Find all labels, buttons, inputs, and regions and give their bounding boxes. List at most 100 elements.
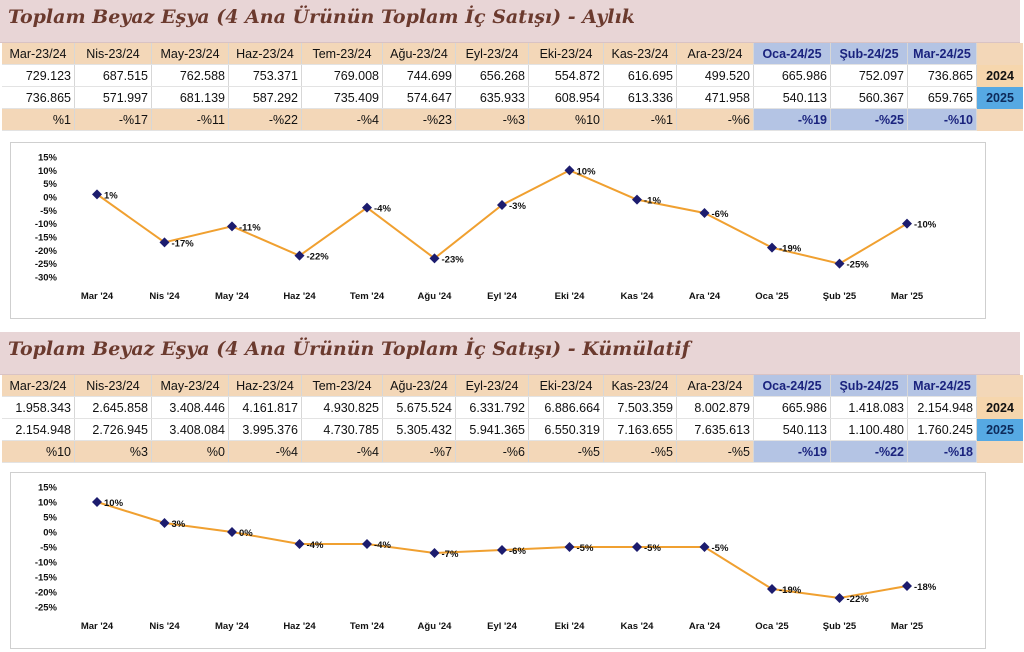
cumulative-value-2025-cell: 5.305.432 (382, 418, 456, 441)
cumulative-value-2025-cell: 3.408.084 (151, 418, 229, 441)
monthly-title: Toplam Beyaz Eşya (4 Ana Ürünün Toplam İ… (8, 6, 635, 28)
monthly-header-row: Mar-23/24 Nis-23/24 May-23/24 Haz-23/24 Tem-… (2, 43, 1023, 65)
x-tick-label: Kas '24 (621, 621, 655, 632)
x-tick-label: Haz '24 (283, 291, 316, 302)
data-label: -4% (374, 204, 391, 215)
x-tick-label: Eyl '24 (487, 291, 517, 302)
data-point-marker (227, 221, 237, 232)
monthly-pct-cell: -%25 (830, 108, 908, 131)
data-label: -3% (509, 201, 526, 212)
data-label: -11% (239, 222, 261, 233)
x-tick-label: Ara '24 (689, 291, 721, 302)
data-point-marker (159, 518, 170, 528)
cumulative-header-cell: May-23/24 (151, 375, 229, 397)
monthly-value-2025-cell: 574.647 (382, 86, 456, 109)
monthly-header-cell: Ara-23/24 (676, 43, 754, 65)
data-point-marker (902, 581, 912, 591)
monthly-title-bar: Toplam Beyaz Eşya (4 Ana Ürünün Toplam İ… (0, 0, 1020, 43)
y-tick-label: 5% (43, 179, 57, 190)
x-tick-label: Oca '25 (755, 291, 789, 302)
monthly-header-cell: Şub-24/25 (830, 43, 908, 65)
data-point-marker (834, 593, 845, 603)
data-label: -4% (374, 540, 391, 551)
cumulative-value-2024-cell: 4.161.817 (228, 396, 302, 419)
monthly-row-2025: 736.865 571.997 681.139 587.292 735.409 574.6… (2, 86, 1023, 109)
x-tick-label: Mar '24 (81, 621, 114, 632)
monthly-value-2024-cell: 752.097 (830, 64, 908, 87)
data-label: -5% (577, 543, 594, 554)
monthly-header-cell: Eyl-23/24 (455, 43, 529, 65)
x-tick-label: Oca '25 (755, 621, 789, 632)
data-label: -18% (914, 582, 937, 593)
cumulative-value-2024-cell: 8.002.879 (676, 396, 754, 419)
monthly-value-2024-cell: 499.520 (676, 64, 754, 87)
x-tick-label: Eki '24 (555, 291, 585, 302)
y-tick-label: 0% (43, 528, 57, 539)
year-badge-2024: 2024 (976, 64, 1023, 87)
cumulative-value-2024-cell: 2.154.948 (907, 396, 977, 419)
monthly-value-2024-cell: 616.695 (603, 64, 677, 87)
y-tick-label: -15% (35, 573, 58, 584)
data-point-marker (294, 539, 305, 549)
y-tick-label: 15% (38, 153, 58, 164)
cumulative-value-2024-cell: 3.408.446 (151, 396, 229, 419)
monthly-header-cell: Nis-23/24 (74, 43, 152, 65)
x-tick-label: Nis '24 (149, 291, 180, 302)
cumulative-header-cell: Ağu-23/24 (382, 375, 456, 397)
monthly-value-2025-cell: 735.409 (301, 86, 383, 109)
monthly-value-2024-cell: 729.123 (2, 64, 75, 87)
monthly-header-cell: May-23/24 (151, 43, 229, 65)
monthly-value-2024-cell: 769.008 (301, 64, 383, 87)
monthly-value-2025-cell: 571.997 (74, 86, 152, 109)
data-label: -6% (712, 209, 729, 220)
monthly-header-cell: Tem-23/24 (301, 43, 383, 65)
cumulative-pct-cell: -%18 (907, 440, 977, 463)
data-point-marker (497, 545, 507, 555)
x-tick-label: Şub '25 (823, 291, 857, 302)
monthly-header-cell: Eki-23/24 (528, 43, 604, 65)
year-badge-2025: 2025 (976, 86, 1023, 109)
empty-cell (976, 375, 1023, 397)
cumulative-pct-cell: -%4 (228, 440, 302, 463)
data-label: 0% (239, 528, 253, 539)
data-point-marker (767, 584, 777, 594)
x-tick-label: Mar '24 (81, 291, 114, 302)
data-point-marker (362, 539, 372, 549)
data-point-marker (362, 202, 372, 213)
data-point-marker (699, 208, 710, 218)
y-tick-label: 0% (43, 193, 57, 204)
monthly-pct-cell: -%3 (455, 108, 529, 131)
data-point-marker (497, 200, 507, 210)
empty-cell (976, 43, 1023, 65)
monthly-header-cell: Mar-24/25 (907, 43, 977, 65)
cumulative-chart: 15% 10% 5% 0% -5% -10% -15% -20% -25% Mar '24 Nis … (10, 472, 986, 649)
cumulative-header-cell: Mar-23/24 (2, 375, 75, 397)
cumulative-pct-row: %10 %3 %0 -%4 -%4 -%7 -%6 -%5 -%5 -%5 -%19 -%22 -%18 (2, 440, 1023, 463)
cumulative-pct-cell: -%6 (455, 440, 529, 463)
cumulative-title-bar: Toplam Beyaz Eşya (4 Ana Ürünün Toplam İ… (0, 332, 1020, 375)
monthly-header-cell: Mar-23/24 (2, 43, 75, 65)
y-tick-label: 5% (43, 513, 57, 524)
data-label: -25% (847, 260, 870, 271)
y-tick-label: 10% (38, 166, 58, 177)
cumulative-value-2024-cell: 1.958.343 (2, 396, 75, 419)
x-tick-label: Ara '24 (689, 621, 721, 632)
cumulative-value-2025-cell: 2.154.948 (2, 418, 75, 441)
x-tick-label: Mar '25 (891, 621, 924, 632)
monthly-pct-cell: -%11 (151, 108, 229, 131)
cumulative-pct-cell: %3 (74, 440, 152, 463)
y-tick-label: -5% (40, 543, 57, 554)
cumulative-header-cell: Kas-23/24 (603, 375, 677, 397)
monthly-value-2024-cell: 554.872 (528, 64, 604, 87)
y-tick-label: -10% (35, 558, 58, 569)
monthly-value-2025-cell: 659.765 (907, 86, 977, 109)
monthly-header-cell: Kas-23/24 (603, 43, 677, 65)
x-tick-label: Tem '24 (350, 291, 385, 302)
cumulative-value-2025-cell: 5.941.365 (455, 418, 529, 441)
data-point-marker (429, 548, 440, 558)
cumulative-value-2025-cell: 6.550.319 (528, 418, 604, 441)
y-tick-label: -15% (35, 233, 58, 244)
monthly-value-2025-cell: 471.958 (676, 86, 754, 109)
monthly-value-2025-cell: 613.336 (603, 86, 677, 109)
x-tick-label: Mar '25 (891, 291, 924, 302)
